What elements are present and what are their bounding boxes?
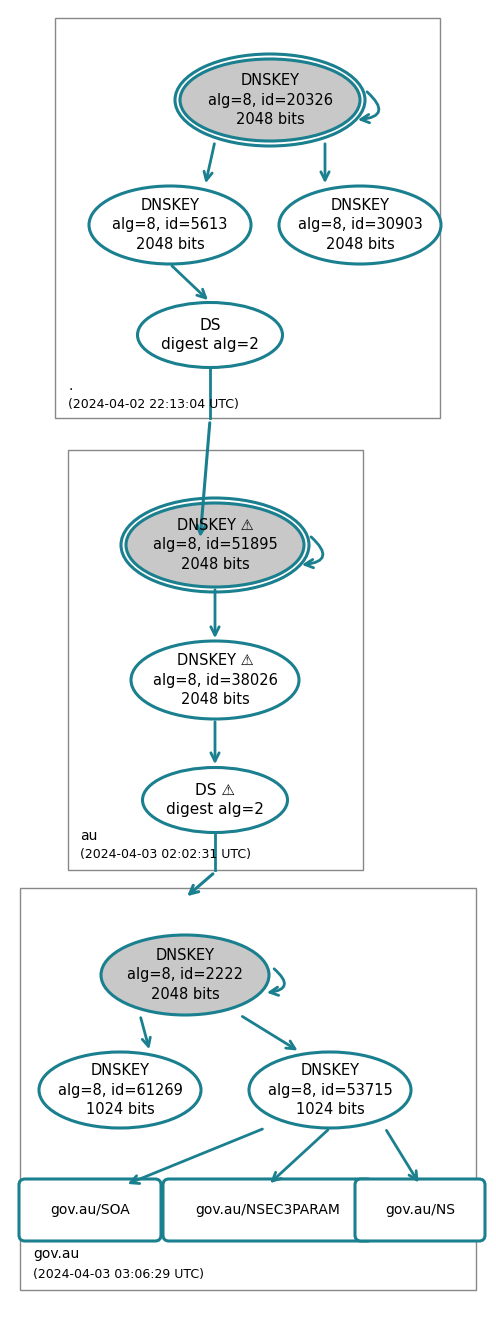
- Text: DNSKEY ⚠
alg=8, id=38026
2048 bits: DNSKEY ⚠ alg=8, id=38026 2048 bits: [153, 653, 277, 707]
- FancyBboxPatch shape: [355, 1179, 485, 1241]
- FancyBboxPatch shape: [163, 1179, 373, 1241]
- Text: (2024-04-03 02:02:31 UTC): (2024-04-03 02:02:31 UTC): [80, 848, 251, 862]
- Ellipse shape: [142, 767, 288, 832]
- Text: DNSKEY
alg=8, id=5613
2048 bits: DNSKEY alg=8, id=5613 2048 bits: [112, 198, 228, 253]
- Text: DS
digest alg=2: DS digest alg=2: [161, 317, 259, 352]
- FancyBboxPatch shape: [68, 450, 363, 870]
- Text: DNSKEY ⚠
alg=8, id=51895
2048 bits: DNSKEY ⚠ alg=8, id=51895 2048 bits: [153, 517, 277, 573]
- FancyBboxPatch shape: [20, 888, 476, 1290]
- Text: gov.au: gov.au: [33, 1247, 79, 1261]
- Text: gov.au/NSEC3PARAM: gov.au/NSEC3PARAM: [195, 1203, 340, 1218]
- Text: DS ⚠
digest alg=2: DS ⚠ digest alg=2: [166, 782, 264, 817]
- Ellipse shape: [126, 503, 304, 587]
- Text: (2024-04-02 22:13:04 UTC): (2024-04-02 22:13:04 UTC): [68, 398, 239, 411]
- Ellipse shape: [89, 185, 251, 263]
- Text: au: au: [80, 829, 97, 843]
- Ellipse shape: [137, 302, 283, 367]
- Ellipse shape: [39, 1052, 201, 1128]
- Text: .: .: [68, 379, 72, 392]
- Text: DNSKEY
alg=8, id=30903
2048 bits: DNSKEY alg=8, id=30903 2048 bits: [298, 198, 423, 253]
- Text: DNSKEY
alg=8, id=2222
2048 bits: DNSKEY alg=8, id=2222 2048 bits: [127, 948, 243, 1003]
- Text: gov.au/SOA: gov.au/SOA: [50, 1203, 130, 1218]
- Text: DNSKEY
alg=8, id=61269
1024 bits: DNSKEY alg=8, id=61269 1024 bits: [58, 1063, 183, 1117]
- Text: gov.au/NS: gov.au/NS: [385, 1203, 455, 1218]
- Text: (2024-04-03 03:06:29 UTC): (2024-04-03 03:06:29 UTC): [33, 1267, 204, 1281]
- Ellipse shape: [249, 1052, 411, 1128]
- FancyBboxPatch shape: [19, 1179, 161, 1241]
- Text: DNSKEY
alg=8, id=53715
1024 bits: DNSKEY alg=8, id=53715 1024 bits: [268, 1063, 392, 1117]
- FancyBboxPatch shape: [55, 17, 440, 418]
- Ellipse shape: [279, 185, 441, 263]
- Text: DNSKEY
alg=8, id=20326
2048 bits: DNSKEY alg=8, id=20326 2048 bits: [207, 73, 332, 128]
- Ellipse shape: [131, 641, 299, 719]
- Ellipse shape: [180, 59, 360, 141]
- Ellipse shape: [101, 935, 269, 1015]
